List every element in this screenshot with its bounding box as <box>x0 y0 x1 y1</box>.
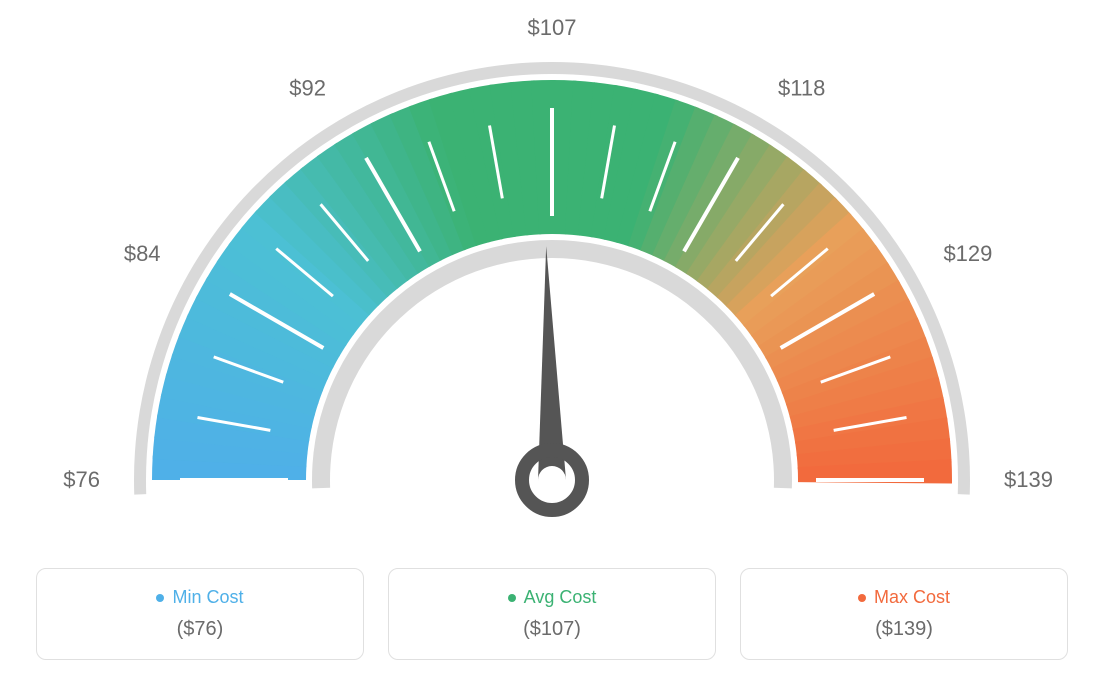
gauge-tick-label: $118 <box>778 76 825 101</box>
gauge-needle <box>522 246 582 510</box>
legend-avg-value: ($107) <box>401 618 703 641</box>
legend-avg-label: Avg Cost <box>508 587 597 608</box>
legend-card-avg: Avg Cost ($107) <box>388 568 716 660</box>
legend-row: Min Cost ($76) Avg Cost ($107) Max Cost … <box>0 568 1104 660</box>
gauge-tick-label: $129 <box>943 241 992 266</box>
legend-card-min: Min Cost ($76) <box>36 568 364 660</box>
gauge-tick-label: $84 <box>124 241 161 266</box>
gauge-tick-label: $107 <box>528 15 577 40</box>
legend-min-label: Min Cost <box>156 587 243 608</box>
legend-min-value: ($76) <box>49 618 351 641</box>
cost-gauge-widget: $76 $84 $92 $107 $118 $129 $139 Min Cost ($76)… <box>0 0 1104 690</box>
gauge-tick-label: $139 <box>1004 467 1053 492</box>
gauge-tick-label: $76 <box>63 467 100 492</box>
legend-max-value: ($139) <box>753 618 1055 641</box>
gauge-tick-label: $92 <box>289 76 326 101</box>
legend-card-max: Max Cost ($139) <box>740 568 1068 660</box>
gauge-chart: $76 $84 $92 $107 $118 $129 $139 <box>0 0 1104 560</box>
legend-max-label: Max Cost <box>858 587 950 608</box>
